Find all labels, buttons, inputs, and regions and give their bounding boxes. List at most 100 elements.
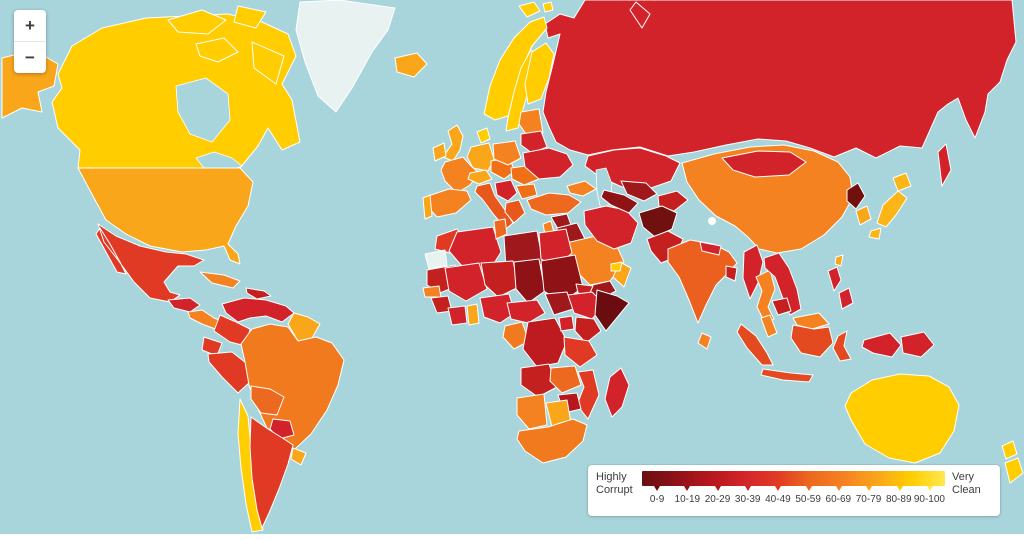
country-niger[interactable] [480,260,520,298]
country-afghanistan[interactable] [638,205,678,238]
country-mozambique[interactable] [576,369,600,420]
country-russia[interactable] [542,0,1017,159]
country-sri-lanka[interactable] [697,332,712,350]
legend-range-label: 20-29 [704,494,731,505]
country-namibia[interactable] [516,393,548,430]
zoom-in-button[interactable]: + [25,15,35,35]
country-uae[interactable] [610,261,623,272]
country-venezuela[interactable] [221,297,295,323]
country-papua-new-guinea[interactable] [900,331,935,358]
country-ukraine[interactable] [522,147,574,180]
country-nigeria[interactable] [479,293,516,324]
country-iran[interactable] [583,205,639,250]
country-drc[interactable] [522,317,568,368]
country-china[interactable] [681,144,854,254]
country-usa[interactable] [77,167,254,265]
zoom-out-button[interactable]: − [14,41,46,73]
country-south-korea[interactable] [855,205,872,226]
country-bulgaria[interactable] [515,183,538,200]
country-madagascar[interactable] [604,367,630,418]
country-mongolia[interactable] [721,150,807,178]
country-thailand[interactable] [755,269,776,324]
country-western-sahara[interactable] [424,249,448,270]
country-mexico[interactable] [95,223,205,303]
country-chad[interactable] [513,258,546,304]
country-caucasus[interactable] [566,180,597,197]
country-south-africa[interactable] [516,418,588,464]
legend-tick [775,486,782,491]
country-west-papua[interactable] [861,332,902,358]
country-turkey[interactable] [526,192,582,216]
country-turkmenistan[interactable] [600,189,639,214]
country-alpine[interactable] [467,169,493,185]
legend-tick [654,486,661,491]
country-cameroon[interactable] [506,299,546,324]
country-germany[interactable] [466,142,495,172]
legend-range-label: 80-89 [885,494,912,505]
country-greece[interactable] [504,199,526,224]
legend-tick [714,486,721,491]
country-uganda[interactable] [558,315,575,332]
country-kyrgyzstan-tajikistan[interactable] [657,190,689,212]
country-hispaniola[interactable] [245,287,272,300]
country-cuba[interactable] [199,271,241,289]
legend-range-label: 90-100 [913,494,945,505]
country-balkans[interactable] [494,179,518,202]
legend-scale: 0-9 10-19 20-29 30-39 40-49 50-59 60-69 … [642,471,945,505]
hudson-bay [175,77,231,143]
country-cambodia[interactable] [771,297,792,316]
country-uzbekistan[interactable] [620,180,658,202]
country-congo[interactable] [502,321,530,350]
country-portugal[interactable] [422,194,433,220]
country-uruguay[interactable] [290,447,307,466]
country-somalia[interactable] [594,289,630,332]
country-uk[interactable] [442,124,464,162]
country-peru[interactable] [207,351,252,394]
country-new-zealand[interactable] [1001,440,1024,484]
country-tanzania[interactable] [563,336,598,368]
country-bangladesh[interactable] [725,265,738,282]
legend-tick [926,486,933,491]
country-greenland[interactable] [295,0,396,113]
country-iceland[interactable] [394,52,428,78]
country-poland[interactable] [492,140,522,166]
country-canada[interactable] [167,5,285,85]
country-ivory-coast[interactable] [447,305,468,326]
legend-range-labels: 0-9 10-19 20-29 30-39 40-49 50-59 60-69 … [642,494,945,505]
country-philippines[interactable] [827,266,854,310]
legend-gradient-bar [642,471,945,486]
country-argentina[interactable] [249,416,294,529]
legend-ticks [642,486,945,491]
legend-range-label: 30-39 [734,494,761,505]
country-kenya[interactable] [574,316,602,344]
country-vietnam-laos[interactable] [763,252,802,316]
country-indonesia[interactable] [736,323,852,383]
country-australia[interactable] [844,373,960,464]
legend-tick [805,486,812,491]
country-ghana[interactable] [466,303,480,326]
country-finland[interactable] [524,42,555,105]
country-ireland[interactable] [432,142,447,162]
legend-label-highly-corrupt: Highly Corrupt [596,471,633,497]
map-zoom-control: + − [14,10,46,73]
country-france[interactable] [440,156,480,194]
country-denmark[interactable] [476,127,491,144]
country-angola[interactable] [520,363,558,398]
country-guatemala[interactable] [167,297,201,313]
legend-range-label: 50-59 [795,494,821,505]
country-mali[interactable] [444,262,488,302]
country-zambia[interactable] [549,365,582,394]
country-bolivia[interactable] [250,385,285,416]
country-tunisia[interactable] [493,218,508,240]
country-north-korea[interactable] [846,182,866,210]
country-japan[interactable] [868,172,912,240]
country-nepal[interactable] [699,241,722,256]
legend-range-label: 70-79 [855,494,882,505]
country-myanmar[interactable] [742,244,764,300]
country-russia[interactable] [629,1,952,187]
country-brazil[interactable] [240,323,345,453]
country-senegal[interactable] [422,285,442,298]
country-malaysia[interactable] [760,312,830,338]
country-taiwan[interactable] [834,254,844,267]
